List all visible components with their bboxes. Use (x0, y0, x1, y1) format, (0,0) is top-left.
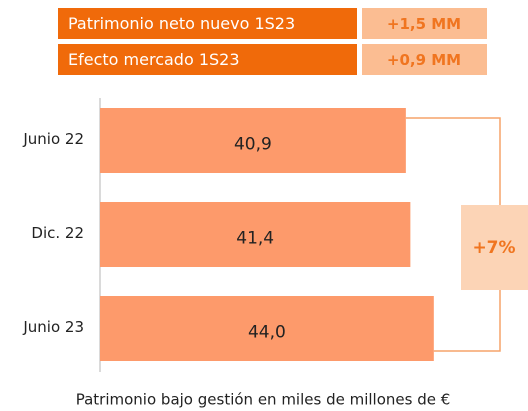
bar (100, 296, 434, 361)
header-value: +1,5 MM (387, 15, 461, 33)
header-label-box (58, 8, 357, 39)
header-value-box (362, 44, 487, 75)
category-label: Junio 22 (22, 130, 84, 148)
header-label-box (58, 44, 357, 75)
value-label: 40,9 (234, 135, 272, 155)
category-label: Dic. 22 (31, 224, 84, 242)
value-label: 44,0 (248, 323, 286, 343)
bar (100, 108, 406, 173)
header-value-box (362, 8, 487, 39)
value-label: 41,4 (236, 229, 274, 249)
caption: Patrimonio bajo gestión en miles de mill… (76, 391, 451, 409)
bar (100, 202, 411, 267)
change-box (461, 205, 528, 290)
header-label: Efecto mercado 1S23 (68, 50, 240, 69)
header-value: +0,9 MM (387, 51, 461, 69)
change-label: +7% (472, 238, 515, 258)
header-label: Patrimonio neto nuevo 1S23 (68, 14, 295, 33)
category-label: Junio 23 (22, 318, 84, 336)
